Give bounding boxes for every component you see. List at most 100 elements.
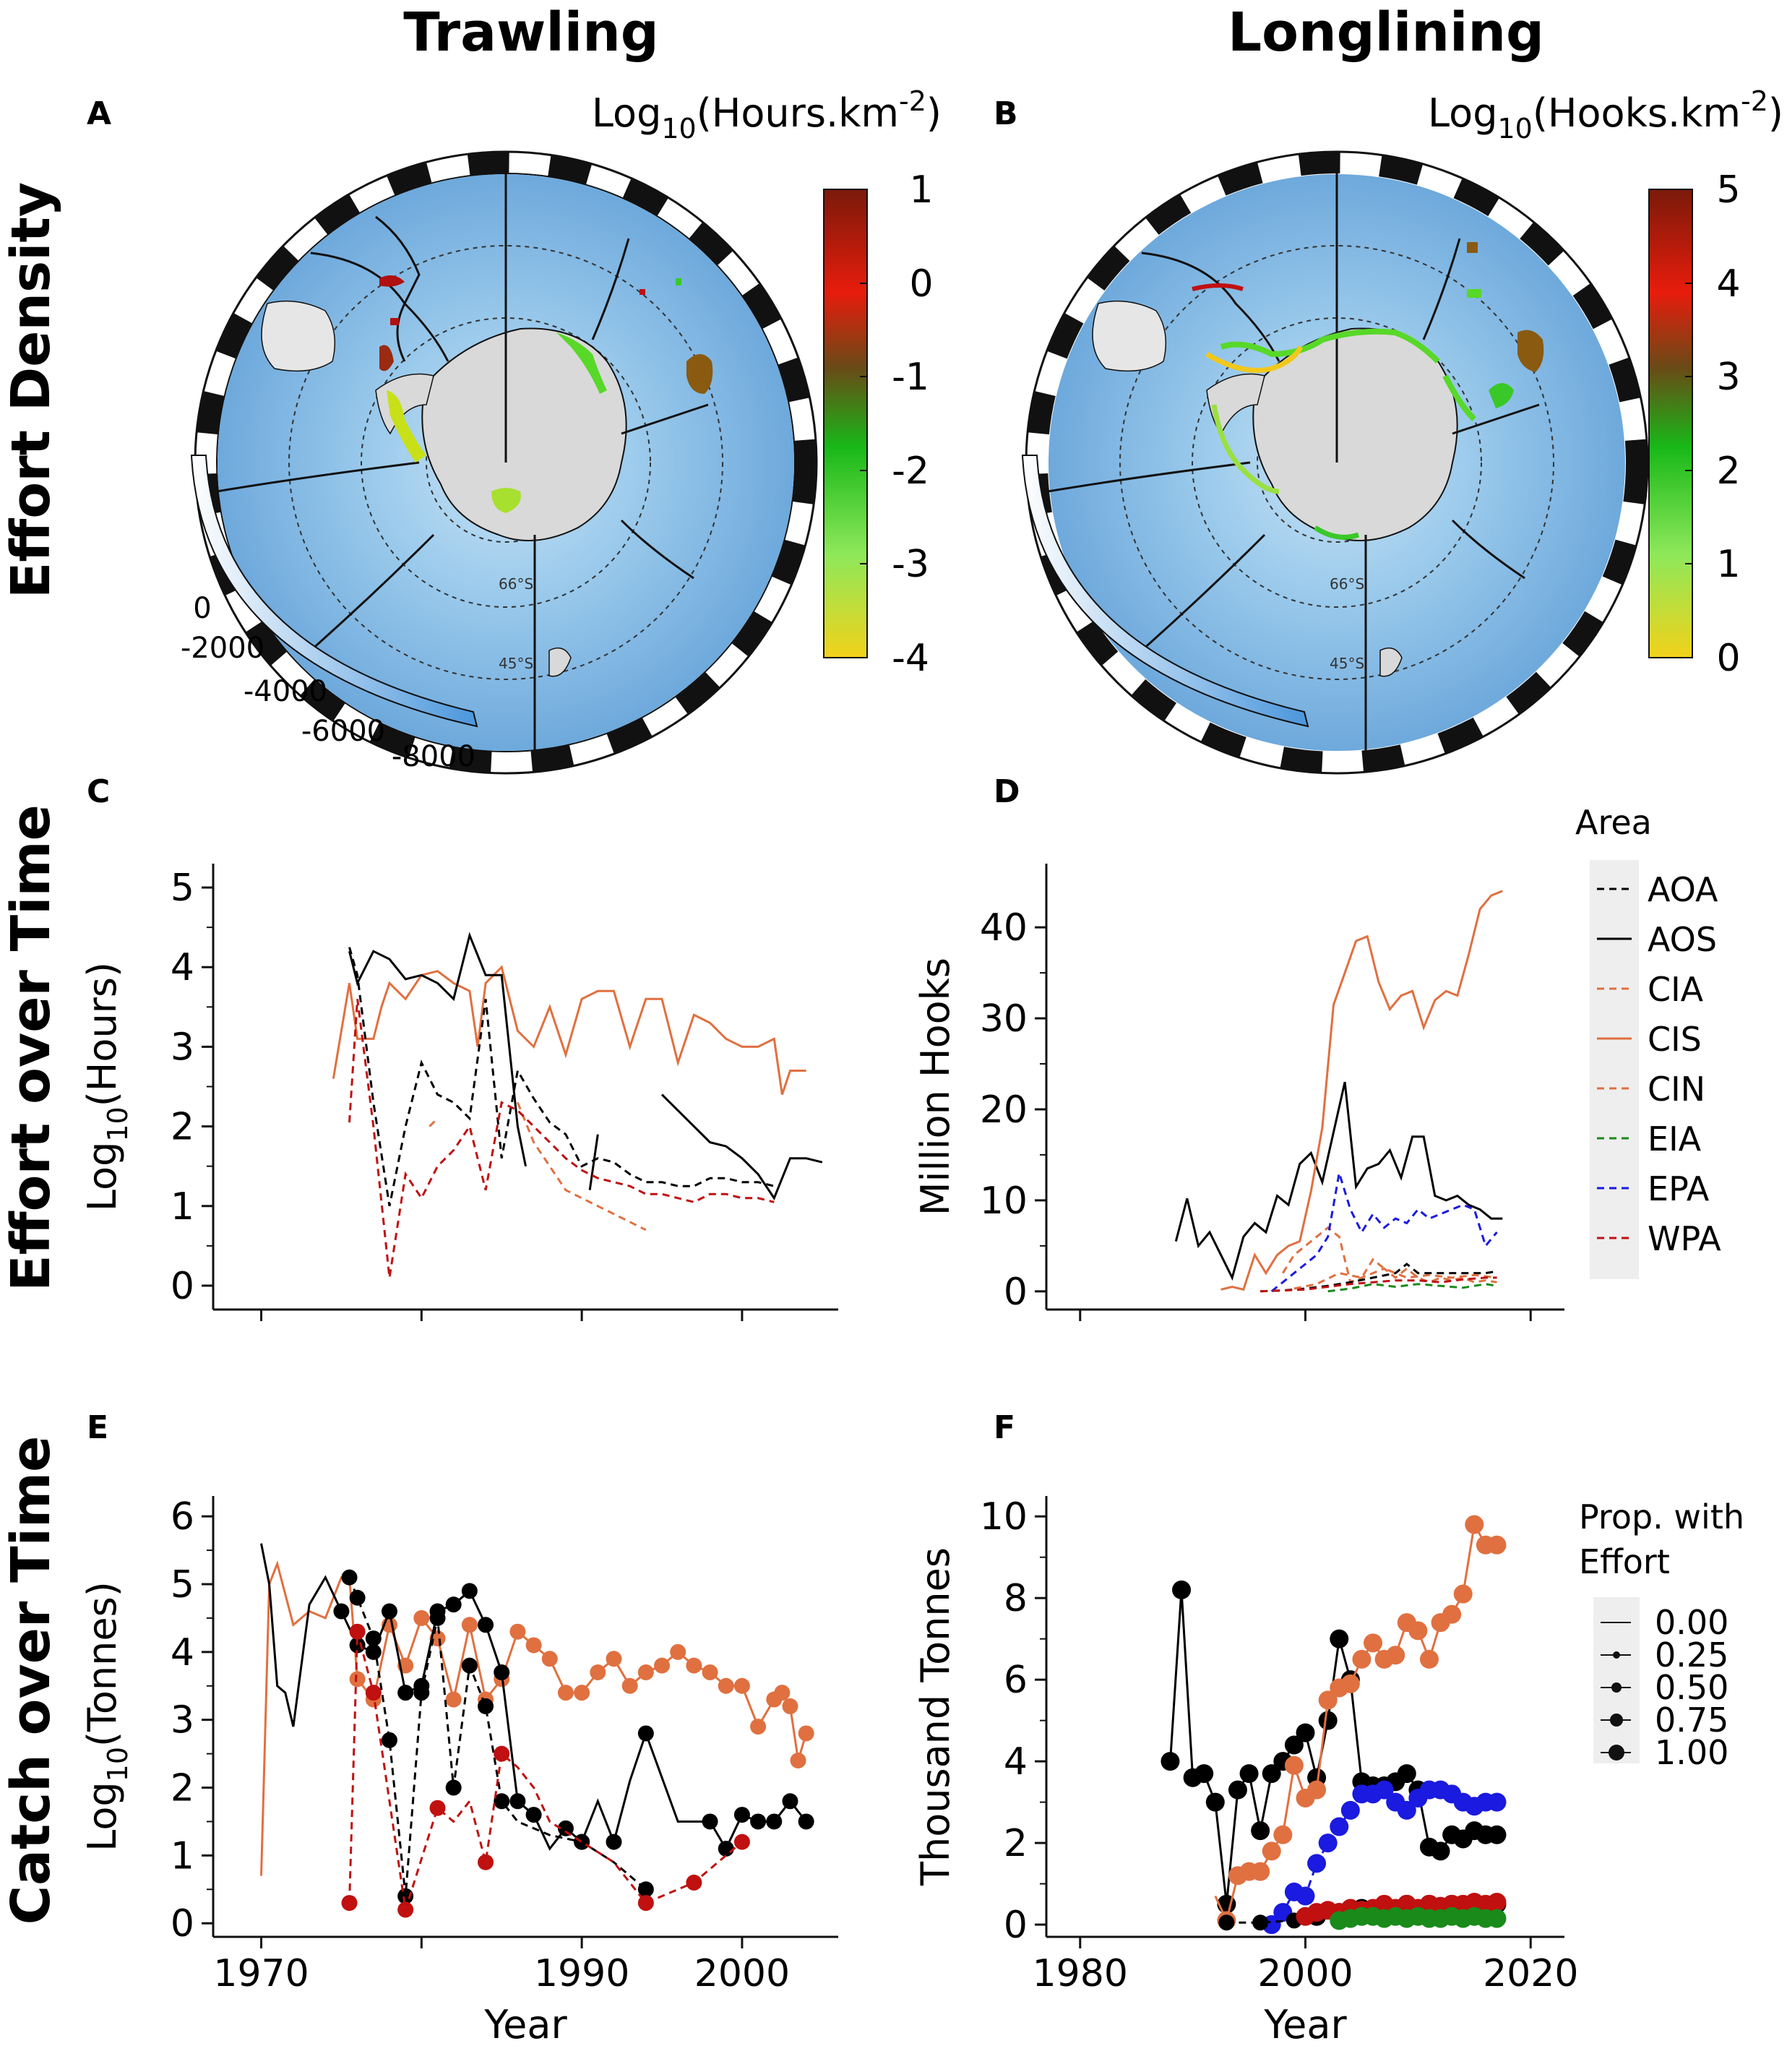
- y-tick-label: 8: [1004, 1577, 1028, 1620]
- data-point-aos: [1284, 1735, 1304, 1755]
- series-line-wpa: [348, 1631, 743, 1910]
- data-point-aoa: [381, 1732, 397, 1748]
- y-tick-label: 2: [1004, 1822, 1028, 1865]
- series-line-cia: [429, 1117, 439, 1127]
- y-tick-label: 1: [171, 1185, 194, 1229]
- data-point-aos: [1262, 1764, 1281, 1784]
- data-point-aos: [1172, 1580, 1192, 1599]
- y-tick-label: 10: [980, 1495, 1028, 1539]
- colorbar-a: [823, 189, 868, 658]
- antarctica-a: [421, 327, 627, 541]
- data-point-cis: [1386, 1646, 1405, 1665]
- series-line-cia: [1293, 1258, 1497, 1290]
- data-point-wpa: [349, 1623, 366, 1640]
- data-point-aos: [1397, 1764, 1416, 1784]
- panel-letter-c: C: [87, 773, 110, 810]
- data-point-wpa: [341, 1895, 358, 1912]
- data-point-aos: [1228, 1780, 1247, 1800]
- data-point-epa: [1307, 1854, 1327, 1873]
- panel-letter-f: F: [994, 1409, 1015, 1446]
- size-legend-title: Effort: [1579, 1542, 1670, 1581]
- col-title-longlining: Longlining: [1228, 1, 1544, 64]
- size-legend-label: 1.00: [1655, 1733, 1728, 1772]
- data-point-aos: [1161, 1752, 1180, 1771]
- y-tick-label: 40: [980, 906, 1028, 950]
- data-point-aoa: [461, 1657, 478, 1674]
- data-point-aoa: [445, 1779, 462, 1796]
- colorbar-a-tick: -4: [892, 637, 929, 680]
- colorbar-a-tick: -3: [892, 543, 929, 586]
- panel-letter-e: E: [87, 1409, 108, 1446]
- colorbar-b-tick: 2: [1716, 450, 1740, 493]
- y-axis-title-sub: 10: [102, 1106, 134, 1141]
- series-line-wpa: [348, 999, 775, 1278]
- data-point-cis: [1262, 1841, 1281, 1861]
- data-point-cis: [1419, 1649, 1439, 1669]
- colorbar-b-tick: 4: [1716, 262, 1740, 306]
- data-point-cis: [525, 1637, 542, 1654]
- data-point-aos: [494, 1664, 510, 1680]
- data-point-cis: [1364, 1633, 1383, 1653]
- series-line-aoa: [348, 947, 775, 1207]
- data-point-cis: [1251, 1862, 1270, 1881]
- chart-c: 0 1 2 3 4 5 Log10(Hours): [79, 864, 838, 1321]
- size-legend-label: 0.00: [1655, 1603, 1728, 1642]
- data-point-wpa: [1487, 1892, 1507, 1912]
- series-line-aos: [588, 1134, 599, 1190]
- data-point-aoa: [478, 1698, 494, 1714]
- depth-tick-a: -4000: [244, 675, 327, 708]
- data-point-aos: [733, 1807, 750, 1823]
- depth-tick-a: 0: [193, 592, 211, 625]
- data-point-eia: [1487, 1909, 1507, 1928]
- legend-label-aoa: AOA: [1648, 870, 1718, 909]
- y-tick-label: 1: [171, 1834, 194, 1878]
- series-line-cis: [1220, 890, 1503, 1291]
- data-point-aoa: [1252, 1914, 1269, 1931]
- colorbar-a-tick: -2: [892, 450, 929, 493]
- data-point-cis: [621, 1677, 638, 1694]
- data-point-cis: [1465, 1515, 1484, 1534]
- data-point-aos: [782, 1793, 798, 1810]
- lat-label-45-b: 45°S: [1330, 655, 1364, 672]
- data-point-aos: [1487, 1825, 1507, 1844]
- polar-map-b: 66°S 45°S: [1025, 150, 1649, 775]
- data-point-aos: [445, 1596, 462, 1613]
- peninsula-a: [375, 373, 434, 435]
- data-point-aos: [461, 1583, 478, 1599]
- panel-a-legend-title: Log10(Hours.km-2): [592, 85, 942, 145]
- data-point-aos: [525, 1807, 542, 1823]
- y-axis-title: Thousand Tonnes: [913, 1547, 958, 1886]
- col-title-trawling: Trawling: [403, 1, 659, 64]
- data-point-aoa: [341, 1569, 358, 1586]
- y-axis-title: Log10(Hours): [79, 962, 134, 1211]
- data-point-aoa: [494, 1793, 510, 1810]
- x-axis-title: Year: [1263, 2002, 1347, 2047]
- data-point-cis: [637, 1664, 654, 1680]
- y-axis-title-part: Log: [79, 1781, 125, 1851]
- y-tick-label: 2: [171, 1767, 194, 1810]
- data-point-cis: [1340, 1674, 1360, 1693]
- data-point-cis: [1408, 1621, 1428, 1641]
- legend-key-background: [1590, 860, 1639, 1279]
- data-point-epa: [1374, 1780, 1394, 1800]
- data-point-cis: [733, 1677, 750, 1694]
- colorbar-b-tick: 0: [1716, 637, 1740, 680]
- series-line-aos: [1174, 1081, 1503, 1281]
- depth-bar-b: [1021, 455, 1309, 728]
- panel-b-legend-title: Log10(Hooks.km-2): [1428, 85, 1783, 145]
- y-axis-title: Million Hooks: [913, 958, 958, 1216]
- data-point-wpa: [429, 1800, 446, 1816]
- data-point-epa: [1397, 1800, 1416, 1820]
- data-point-cis: [606, 1651, 622, 1667]
- south-america-b: [1092, 300, 1167, 372]
- data-point-aos: [478, 1617, 494, 1633]
- y-tick-label: 30: [980, 997, 1028, 1041]
- x-axis-title: Year: [483, 2002, 567, 2047]
- data-point-wpa: [733, 1834, 750, 1850]
- series-line-aoa: [1260, 1263, 1497, 1293]
- data-point-cis: [782, 1698, 798, 1714]
- data-point-aos: [637, 1725, 654, 1742]
- y-axis-title-sub: 10: [102, 1747, 134, 1781]
- colorbar-b-tick: 5: [1716, 168, 1740, 212]
- data-point-cis: [702, 1664, 718, 1680]
